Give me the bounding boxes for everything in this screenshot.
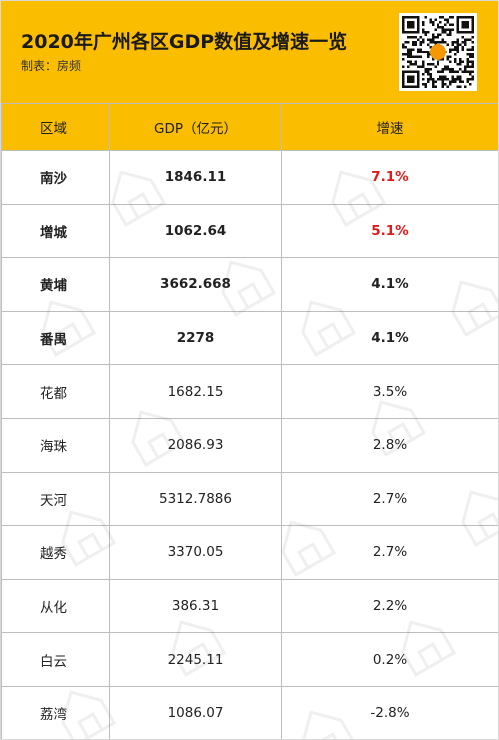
table-row: 花都 1682.15 3.5% bbox=[1, 364, 498, 419]
table-row: 增城 1062.64 5.1% bbox=[1, 203, 498, 259]
gdp-cell: 1682.15 bbox=[109, 364, 282, 419]
gdp-cell: 5312.7886 bbox=[109, 471, 282, 527]
district-cell: 越秀 bbox=[1, 525, 110, 580]
header-banner: 2020年广州各区GDP数值及增速一览 制表：房频 bbox=[1, 1, 498, 103]
table-row: 南沙 1846.11 7.1% bbox=[1, 150, 498, 205]
table-row: 番禺 2278 4.1% bbox=[1, 310, 498, 366]
growth-cell: 7.1% bbox=[281, 150, 498, 205]
district-cell: 增城 bbox=[1, 203, 110, 259]
gdp-cell: 386.31 bbox=[109, 578, 282, 634]
gdp-cell: 1846.11 bbox=[109, 150, 282, 205]
table-row: 越秀 3370.05 2.7% bbox=[1, 525, 498, 580]
gdp-cell: 2245.11 bbox=[109, 632, 282, 687]
page-title: 2020年广州各区GDP数值及增速一览 bbox=[21, 31, 348, 53]
qr-code-icon bbox=[399, 13, 477, 91]
growth-cell: 2.7% bbox=[281, 471, 498, 527]
district-cell: 花都 bbox=[1, 364, 110, 419]
column-header-district: 区域 bbox=[1, 103, 110, 151]
district-cell: 荔湾 bbox=[1, 685, 110, 739]
gdp-cell: 2278 bbox=[109, 310, 282, 366]
district-cell: 南沙 bbox=[1, 150, 110, 205]
growth-cell: 3.5% bbox=[281, 364, 498, 419]
growth-cell: 4.1% bbox=[281, 310, 498, 366]
gdp-cell: 1086.07 bbox=[109, 685, 282, 739]
growth-cell: 4.1% bbox=[281, 257, 498, 312]
page-subtitle: 制表：房频 bbox=[21, 59, 82, 73]
district-cell: 白云 bbox=[1, 632, 110, 687]
district-cell: 从化 bbox=[1, 578, 110, 634]
table-row: 海珠 2086.93 2.8% bbox=[1, 417, 498, 473]
district-cell: 番禺 bbox=[1, 310, 110, 366]
gdp-cell: 3370.05 bbox=[109, 525, 282, 580]
table-row: 黄埔 3662.668 4.1% bbox=[1, 257, 498, 312]
gdp-cell: 3662.668 bbox=[109, 257, 282, 312]
table-row: 荔湾 1086.07 -2.8% bbox=[1, 685, 498, 739]
table-row: 白云 2245.11 0.2% bbox=[1, 632, 498, 687]
column-header-growth: 增速 bbox=[281, 103, 498, 151]
table-header-row: 区域 GDP（亿元） 增速 bbox=[1, 103, 498, 151]
gdp-cell: 2086.93 bbox=[109, 417, 282, 473]
growth-cell: 0.2% bbox=[281, 632, 498, 687]
column-header-gdp: GDP（亿元） bbox=[109, 103, 282, 151]
table-row: 从化 386.31 2.2% bbox=[1, 578, 498, 634]
table-row: 天河 5312.7886 2.7% bbox=[1, 471, 498, 527]
gdp-table: 区域 GDP（亿元） 增速 南沙 1846.11 7.1% 增城 1062.64 5.1%… bbox=[1, 103, 498, 739]
growth-cell: 2.8% bbox=[281, 417, 498, 473]
district-cell: 海珠 bbox=[1, 417, 110, 473]
growth-cell: 2.2% bbox=[281, 578, 498, 634]
growth-cell: 5.1% bbox=[281, 203, 498, 259]
growth-cell: -2.8% bbox=[281, 685, 498, 739]
district-cell: 天河 bbox=[1, 471, 110, 527]
district-cell: 黄埔 bbox=[1, 257, 110, 312]
gdp-cell: 1062.64 bbox=[109, 203, 282, 259]
growth-cell: 2.7% bbox=[281, 525, 498, 580]
